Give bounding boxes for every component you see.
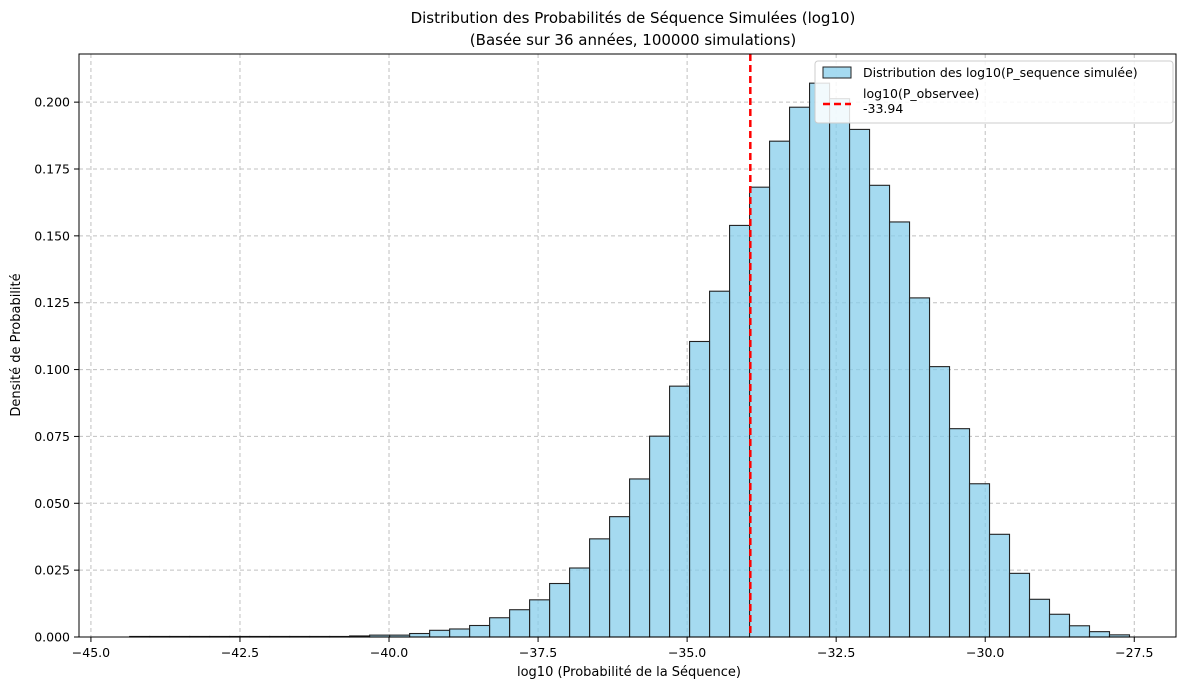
histogram-bar [928,366,951,638]
chart-subtitle: (Basée sur 36 années, 100000 simulations… [470,31,796,49]
legend-box [814,60,1174,124]
x-axis-label: log10 (Probabilité de la Séquence) [517,665,741,680]
histogram-bar [509,609,531,638]
histogram-bar [469,624,491,638]
y-axis: 0.000 0.025 0.050 0.075 0.100 0.125 0.150 0.175… [34,95,79,645]
x-tick-label: −40.0 [370,645,408,660]
histogram-bar [888,221,911,638]
histogram-bar [809,82,831,638]
histogram-bar [629,478,651,638]
x-tick-label: −30.0 [966,645,1004,660]
histogram-bar [1068,625,1091,638]
y-tick-label: 0.175 [34,161,70,176]
histogram-bar [649,435,671,638]
y-tick-label: 0.125 [34,295,70,310]
histogram-bar [689,340,711,638]
legend: Distribution des log10(P_sequence simulé… [814,60,1174,124]
y-tick-label: 0.150 [34,228,70,243]
x-tick-label: −32.5 [817,645,855,660]
y-tick-label: 0.000 [34,630,70,645]
y-axis-label: Densité de Probabilité [9,273,24,416]
histogram-bar [769,140,791,638]
histogram-bar [489,617,511,638]
x-tick-label: −45.0 [72,645,110,660]
x-tick-label: −42.5 [221,645,259,660]
chart-title: Distribution des Probabilités de Séquenc… [411,9,856,27]
histogram-bar [549,582,571,638]
x-tick-label: −37.5 [519,645,557,660]
x-tick-label: −35.0 [668,645,706,660]
histogram-bar [609,516,631,638]
histogram-bar [409,632,431,638]
legend-label-histogram: Distribution des log10(P_sequence simulé… [863,65,1138,80]
y-tick-label: 0.075 [34,429,70,444]
histogram-bar [449,628,471,638]
legend-label-observed: log10(P_observee) [863,86,979,101]
y-tick-label: 0.050 [34,496,70,511]
histogram-bar [669,385,691,638]
histogram-bar [789,106,811,638]
y-tick-label: 0.025 [34,563,70,578]
histogram-bar [988,533,1011,638]
histogram-bar [968,483,991,638]
legend-swatch-histogram [822,66,852,79]
histogram-bar [829,98,851,638]
histogram-bar [1088,631,1111,638]
x-tick-label: −27.5 [1115,645,1153,660]
histogram-bar [589,538,611,638]
histogram-bar [948,428,971,638]
y-tick-label: 0.200 [34,95,70,110]
histogram-bar [429,629,451,638]
histogram-bar [529,599,551,638]
histogram-bar [848,128,871,638]
histogram-bar [1028,598,1051,638]
x-axis: −45.0 −42.5 −40.0 −37.5 −35.0 −32.5 −30.0 −27.5 [72,637,1153,660]
histogram-bar [569,567,591,638]
histogram-bar [729,224,751,638]
histogram-bars [129,82,1131,638]
y-tick-label: 0.100 [34,362,70,377]
histogram-bar [908,297,931,638]
histogram-bar [1048,613,1071,638]
histogram-bar [868,184,891,638]
histogram-bar [749,186,771,638]
histogram-bar [709,290,731,638]
plot-frame [78,53,1177,638]
legend-label-observed-value: -33.94 [863,101,903,116]
histogram-bar [1008,572,1031,638]
